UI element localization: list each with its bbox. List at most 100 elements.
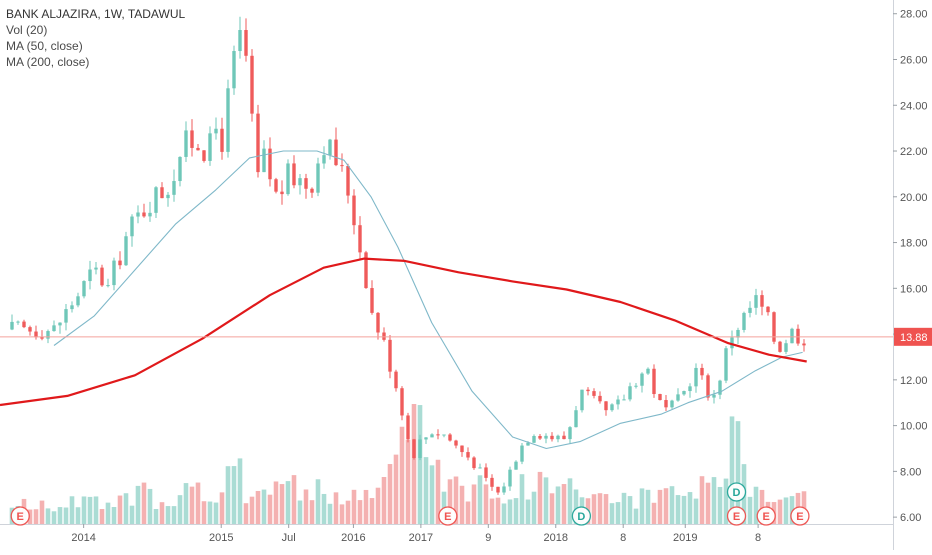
candle-body	[370, 288, 374, 313]
volume-bar	[759, 489, 765, 524]
volume-bar	[651, 502, 657, 524]
candle-body	[436, 434, 440, 436]
volume-bar	[117, 495, 123, 524]
volume-bar	[405, 439, 411, 524]
volume-bar	[51, 511, 57, 524]
candle-body	[574, 410, 578, 428]
candle-body	[226, 88, 230, 152]
volume-bar	[105, 502, 111, 524]
candle-body	[784, 343, 788, 352]
candle-body	[388, 339, 392, 372]
volume-bar	[279, 484, 285, 524]
volume-bar	[483, 484, 489, 524]
volume-bar	[789, 496, 795, 524]
event-marker-earnings	[790, 506, 810, 526]
volume-bar	[573, 489, 579, 524]
x-tick-label: Jul	[282, 532, 296, 544]
volume-bar	[417, 405, 423, 524]
volume-bar	[489, 498, 495, 524]
candle-body	[214, 128, 218, 134]
candle-body	[514, 461, 518, 470]
event-marker-earnings	[726, 506, 747, 526]
candle-body	[280, 191, 284, 195]
candle-body	[424, 437, 428, 440]
candle-body	[118, 260, 122, 266]
volume-bar	[291, 475, 297, 524]
legend-volume[interactable]: Vol (20)	[6, 23, 48, 37]
candle-body	[778, 341, 782, 352]
candle-body	[130, 216, 134, 237]
volume-bar	[93, 496, 99, 524]
volume-bar	[357, 500, 363, 524]
candle-body	[154, 187, 158, 213]
legend-ma50[interactable]: MA (50, close)	[6, 39, 83, 53]
volume-bar	[261, 489, 267, 524]
candle-body	[640, 373, 644, 386]
candle-body	[112, 260, 116, 286]
volume-bar	[447, 479, 453, 524]
candle-body	[730, 337, 734, 349]
volume-bar	[207, 501, 213, 524]
volume-bar	[615, 502, 621, 524]
candle-body	[10, 321, 14, 330]
candle-body	[16, 321, 20, 323]
candle-body	[340, 165, 344, 167]
y-tick-label: 12.00	[900, 375, 928, 387]
candle-body	[442, 434, 446, 436]
candle-body	[688, 386, 692, 392]
candle-body	[364, 252, 368, 289]
candle-body	[478, 467, 482, 469]
volume-bar	[45, 508, 51, 524]
y-tick-label: 24.00	[900, 100, 928, 112]
volume-bar	[513, 498, 519, 524]
volume-bar	[627, 496, 633, 524]
volume-bar	[129, 505, 135, 524]
volume-bar	[567, 478, 573, 524]
candle-body	[568, 427, 572, 440]
last-price-label: 13.88	[900, 332, 928, 344]
candle-body	[172, 181, 176, 195]
volume-bar	[711, 477, 717, 524]
candle-body	[748, 307, 752, 313]
candle-body	[106, 285, 110, 287]
event-label: E	[444, 511, 451, 523]
candle-body	[358, 225, 362, 253]
candle-body	[550, 435, 554, 440]
candle-body	[472, 457, 476, 469]
volume-bar	[369, 498, 375, 524]
candle-body	[238, 30, 242, 52]
event-label: D	[733, 487, 741, 499]
candle-body	[772, 312, 776, 342]
volume-bar	[243, 503, 249, 524]
candle-body	[292, 163, 296, 186]
volume-bar	[645, 489, 651, 524]
volume-bar	[633, 508, 639, 524]
candle-body	[544, 435, 548, 439]
candle-body	[136, 212, 140, 217]
volume-bar	[123, 493, 129, 524]
event-label: E	[17, 511, 24, 523]
volume-bar	[495, 497, 501, 524]
volume-bar	[525, 499, 531, 524]
y-tick-label: 26.00	[900, 54, 928, 66]
volume-bar	[63, 507, 69, 524]
candle-body	[736, 329, 740, 338]
candle-body	[562, 435, 566, 440]
volume-bar	[99, 509, 105, 524]
y-tick-label: 28.00	[900, 9, 928, 21]
symbol-title[interactable]: BANK ALJAZIRA, 1W, TADAWUL	[6, 7, 186, 21]
candle-body	[790, 328, 794, 344]
x-tick-label: 2016	[341, 532, 365, 544]
volume-bar	[561, 484, 567, 524]
candle-body	[526, 442, 530, 446]
volume-bar	[159, 502, 165, 524]
candle-body	[28, 327, 32, 332]
candle-body	[394, 371, 398, 389]
legend-ma200[interactable]: MA (200, close)	[6, 55, 90, 69]
candle-body	[538, 435, 542, 439]
y-tick-label: 8.00	[900, 466, 921, 478]
volume-bar	[87, 496, 93, 524]
volume-bar	[309, 500, 315, 524]
